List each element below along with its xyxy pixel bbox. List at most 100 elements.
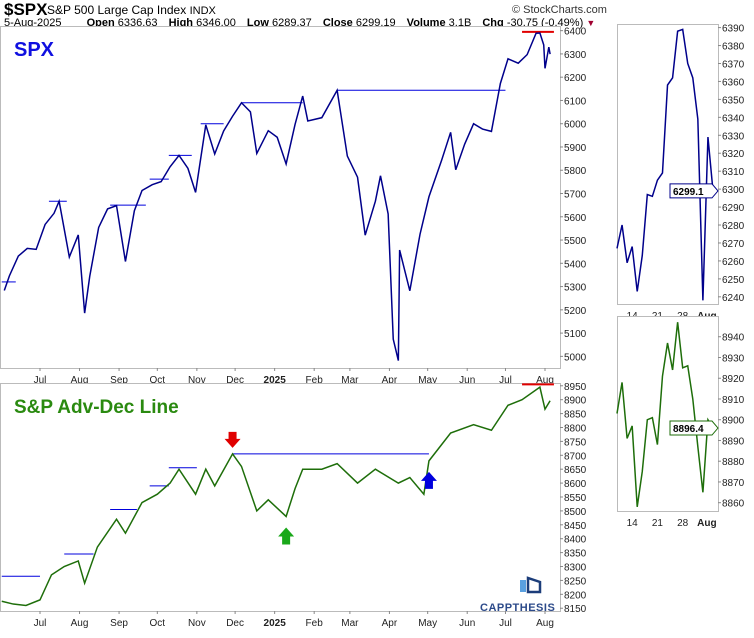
y-tick-label: 8400: [564, 535, 587, 546]
x-tick-label: Jul: [34, 375, 47, 386]
y-tick-label: 6000: [564, 120, 587, 131]
x-tick-label: Sep: [110, 618, 128, 629]
y-tick-label: 5400: [564, 259, 587, 270]
x-tick-label: Mar: [341, 375, 359, 386]
y-tick-label: 8500: [564, 507, 587, 518]
y-tick-label: 6200: [564, 73, 587, 84]
last-value-label: 8896.4: [673, 424, 704, 435]
adl-zoom-line: [616, 322, 714, 507]
spx-line: [3, 32, 551, 361]
down-triangle-icon: ▼: [586, 18, 596, 28]
y-tick-label: 8860: [722, 499, 745, 510]
adl-line: [1, 385, 551, 607]
arrow-down-icon: [224, 431, 241, 448]
last-value-tag: [669, 420, 719, 436]
source-credit: © StockCharts.com: [512, 4, 607, 16]
y-tick-label: 6260: [722, 257, 745, 268]
x-tick-label: Jun: [459, 375, 475, 386]
y-tick-label: 6300: [564, 50, 587, 61]
y-tick-label: 6300: [722, 185, 745, 196]
x-tick-label: Aug: [697, 518, 716, 529]
y-tick-label: 5100: [564, 329, 587, 340]
y-tick-label: 5200: [564, 306, 587, 317]
y-tick-label: 6330: [722, 131, 745, 142]
watermark-text: CAPPTHESIS: [480, 602, 555, 614]
x-tick-label: Feb: [306, 375, 324, 386]
y-tick-label: 6340: [722, 113, 745, 124]
x-tick-label: Dec: [226, 618, 244, 629]
x-tick-label: May: [418, 618, 437, 629]
x-tick-label: Jul: [499, 375, 512, 386]
y-tick-label: 6350: [722, 95, 745, 106]
y-tick-label: 8850: [564, 410, 587, 421]
y-tick-label: 8910: [722, 395, 745, 406]
x-tick-label: Jun: [459, 618, 475, 629]
index-name-text: S&P 500 Large Cap Index: [47, 3, 187, 17]
y-tick-label: 8300: [564, 563, 587, 574]
adl-panel: [0, 383, 561, 612]
x-tick-label: Apr: [382, 375, 398, 386]
y-tick-label: 5300: [564, 283, 587, 294]
x-tick-label: 2025: [264, 375, 287, 386]
index-name: S&P 500 Large Cap Index INDX: [47, 3, 216, 17]
x-tick-label: Aug: [71, 375, 89, 386]
x-tick-label: Sep: [110, 375, 128, 386]
y-tick-label: 8200: [564, 590, 587, 601]
y-tick-label: 5700: [564, 190, 587, 201]
y-tick-label: 8870: [722, 478, 745, 489]
y-tick-label: 6280: [722, 221, 745, 232]
y-tick-label: 8900: [722, 416, 745, 427]
y-tick-label: 8600: [564, 479, 587, 490]
y-tick-label: 5900: [564, 143, 587, 154]
exchange: INDX: [189, 5, 216, 17]
arrow-up-icon: [278, 527, 295, 545]
y-tick-label: 5800: [564, 166, 587, 177]
y-tick-label: 5600: [564, 213, 587, 224]
panel-title: S&P Adv-Dec Line: [14, 397, 179, 418]
y-tick-label: 8940: [722, 333, 745, 344]
x-tick-label: Jul: [34, 618, 47, 629]
y-tick-label: 6310: [722, 167, 745, 178]
spx-zoom-line: [616, 28, 714, 301]
y-tick-label: 8650: [564, 465, 587, 476]
x-tick-label: Nov: [188, 618, 206, 629]
y-tick-label: 6360: [722, 77, 745, 88]
x-tick-label: 2025: [264, 618, 287, 629]
x-tick-label: Aug: [71, 618, 89, 629]
y-tick-label: 6380: [722, 42, 745, 53]
y-tick-label: 6400: [564, 27, 587, 38]
x-tick-label: Apr: [382, 618, 398, 629]
y-tick-label: 8950: [564, 382, 587, 393]
y-tick-label: 6270: [722, 239, 745, 250]
x-tick-label: Dec: [226, 375, 244, 386]
capp-logo-icon: [520, 580, 526, 592]
y-tick-label: 6320: [722, 149, 745, 160]
y-tick-label: 6390: [722, 24, 745, 35]
y-tick-label: 6240: [722, 293, 745, 304]
x-tick-label: 21: [652, 518, 664, 529]
x-tick-label: Aug: [536, 375, 554, 386]
y-tick-label: 8900: [564, 396, 587, 407]
y-tick-label: 8350: [564, 549, 587, 560]
x-tick-label: Oct: [150, 375, 166, 386]
last-value-tag: [669, 183, 719, 199]
y-tick-label: 8920: [722, 374, 745, 385]
y-tick-label: 8450: [564, 521, 587, 532]
y-tick-label: 8750: [564, 437, 587, 448]
y-tick-label: 8250: [564, 576, 587, 587]
y-tick-label: 8800: [564, 423, 587, 434]
y-tick-label: 6100: [564, 96, 587, 107]
x-tick-label: 28: [677, 518, 689, 529]
y-tick-label: 8930: [722, 353, 745, 364]
x-tick-label: Feb: [306, 618, 324, 629]
panel-title: SPX: [14, 39, 55, 61]
y-tick-label: 6370: [722, 59, 745, 70]
y-tick-label: 6250: [722, 275, 745, 286]
x-tick-label: May: [418, 375, 437, 386]
y-tick-label: 6290: [722, 203, 745, 214]
y-tick-label: 5500: [564, 236, 587, 247]
y-tick-label: 8150: [564, 604, 587, 615]
spx-panel: [0, 26, 561, 369]
